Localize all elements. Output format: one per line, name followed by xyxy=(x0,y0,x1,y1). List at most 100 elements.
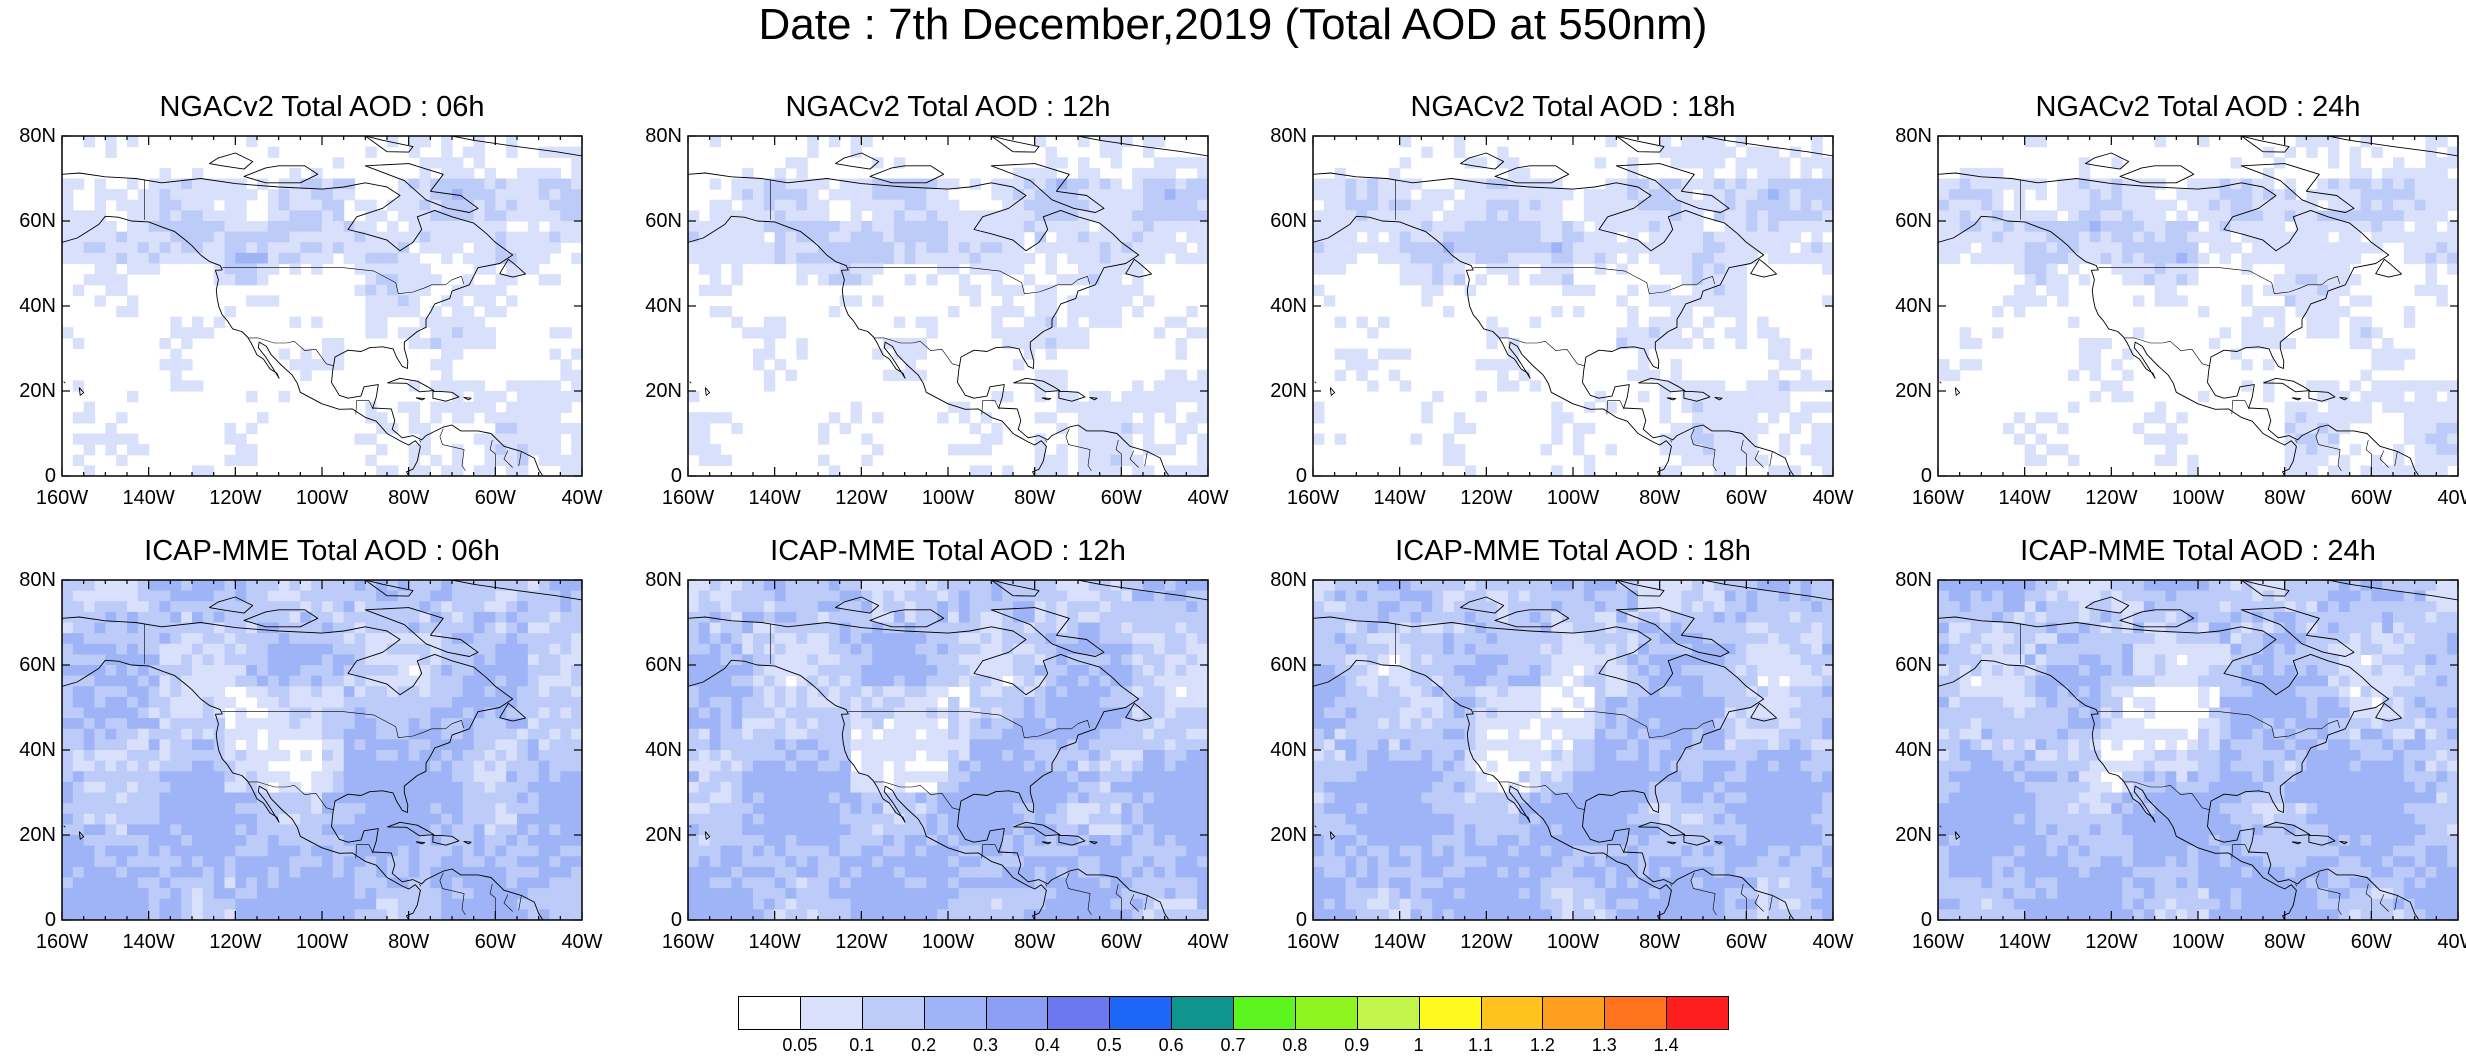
aod-shading xyxy=(62,580,582,920)
lat-label: 80N xyxy=(1895,125,1932,147)
aod-shading xyxy=(1938,136,2458,476)
coastline xyxy=(688,172,1170,476)
aod-shading xyxy=(688,580,1208,920)
colorbar-label: 1.2 xyxy=(1529,1035,1555,1055)
panel-title: ICAP-MME Total AOD : 06h xyxy=(144,535,500,567)
map-panel: NGACv2 Total AOD : 06h 80N 60N 40N 20N 0 160W 1… xyxy=(19,91,602,508)
lon-label: 120W xyxy=(835,487,888,509)
coastline xyxy=(2241,580,2290,597)
coastline xyxy=(1077,580,1208,601)
colorbar-label: 0.1 xyxy=(849,1035,875,1055)
colorbar-label: 1.3 xyxy=(1591,1035,1617,1055)
lon-label: 80W xyxy=(1014,931,1056,953)
colorbar-label: 0.5 xyxy=(1096,1035,1122,1055)
coastline xyxy=(451,136,582,157)
lat-label: 40N xyxy=(1895,739,1932,761)
colorbar-swatch xyxy=(923,996,987,1030)
country-border xyxy=(1115,883,1122,912)
map-panel: ICAP-MME Total AOD : 12h 80N 60N 40N 20N 0 160… xyxy=(645,535,1228,952)
lon-label: 80W xyxy=(1014,487,1056,509)
colorbar-label: 0.05 xyxy=(782,1035,818,1055)
coastline xyxy=(2085,596,2130,614)
coastline xyxy=(243,609,319,628)
country-border xyxy=(1740,439,1747,468)
country-border xyxy=(518,895,522,911)
coastline xyxy=(689,381,692,384)
panel-title: NGACv2 Total AOD : 12h xyxy=(785,91,1111,123)
aod-shading xyxy=(1938,580,2458,920)
coastline xyxy=(2308,390,2336,402)
colorbar-swatch xyxy=(1294,996,1358,1030)
coastline xyxy=(1314,381,1317,384)
lon-label: 60W xyxy=(474,487,516,509)
country-border xyxy=(222,267,464,294)
coastline xyxy=(1058,834,1086,846)
country-border xyxy=(1754,894,1764,912)
coastline xyxy=(688,659,1047,920)
lon-label: 60W xyxy=(1100,931,1142,953)
country-border xyxy=(1670,883,1673,887)
lat-label: 80N xyxy=(1270,569,1307,591)
lat-label: 0 xyxy=(670,909,682,931)
coastline xyxy=(1714,396,1723,401)
country-border xyxy=(1065,872,1092,916)
coastline xyxy=(1329,387,1336,396)
lat-label: 20N xyxy=(1895,380,1932,402)
colorbar-label: 0.4 xyxy=(1034,1035,1060,1055)
lon-label: 40W xyxy=(561,487,603,509)
lat-label: 40N xyxy=(645,295,682,317)
coastline xyxy=(2291,841,2302,845)
country-border xyxy=(2315,872,2342,916)
map-panel: NGACv2 Total AOD : 24h 80N 60N 40N 20N 0 160W 1… xyxy=(1895,91,2466,508)
coastline xyxy=(1615,163,1730,213)
lon-label: 140W xyxy=(1373,487,1426,509)
coastline xyxy=(63,381,66,384)
lat-label: 0 xyxy=(1920,465,1932,487)
country-border xyxy=(1115,439,1122,468)
coastline xyxy=(2339,396,2348,401)
panel-title: NGACv2 Total AOD : 24h xyxy=(2035,91,2361,123)
lon-label: 140W xyxy=(122,487,175,509)
lon-label: 100W xyxy=(921,931,975,953)
coastline xyxy=(2339,840,2348,845)
lon-label: 80W xyxy=(388,487,430,509)
coastline xyxy=(1939,825,1942,828)
coastline xyxy=(2263,377,2311,393)
coastline xyxy=(463,840,472,845)
lon-label: 120W xyxy=(2085,931,2138,953)
country-border xyxy=(2231,400,2250,415)
country-border xyxy=(2379,450,2389,468)
lon-label: 40W xyxy=(1812,487,1854,509)
colorbar-swatch xyxy=(799,996,863,1030)
lon-label: 100W xyxy=(295,487,349,509)
lon-label: 160W xyxy=(1286,931,1340,953)
lat-label: 0 xyxy=(1295,465,1307,487)
coastline xyxy=(869,165,945,184)
lat-label: 80N xyxy=(645,569,682,591)
coastline xyxy=(451,580,582,601)
lon-label: 120W xyxy=(1460,487,1513,509)
colorbar-label: 0.2 xyxy=(911,1035,937,1055)
aod-map xyxy=(1937,135,2459,477)
lon-label: 60W xyxy=(1100,487,1142,509)
coastline xyxy=(1125,258,1152,278)
country-border xyxy=(2123,337,2211,367)
coastline xyxy=(2119,165,2195,184)
coastline xyxy=(1938,215,2297,476)
map-panel: NGACv2 Total AOD : 18h 80N 60N 40N 20N 0 160W 1… xyxy=(1270,91,1853,508)
colorbar-swatch xyxy=(1542,996,1606,1030)
coastline xyxy=(62,616,544,920)
lat-label: 20N xyxy=(645,824,682,846)
lon-label: 100W xyxy=(1546,487,1600,509)
country-border xyxy=(1606,400,1625,415)
lon-label: 100W xyxy=(1546,931,1600,953)
colorbar xyxy=(738,996,1729,1030)
country-border xyxy=(1129,450,1139,468)
panel-title: ICAP-MME Total AOD : 24h xyxy=(2020,535,2376,567)
coastline xyxy=(463,396,472,401)
lon-label: 160W xyxy=(1286,487,1340,509)
lon-label: 40W xyxy=(2437,487,2466,509)
coastline xyxy=(1702,136,1833,157)
coastline xyxy=(1638,821,1686,837)
colorbar-label: 1 xyxy=(1413,1035,1424,1055)
